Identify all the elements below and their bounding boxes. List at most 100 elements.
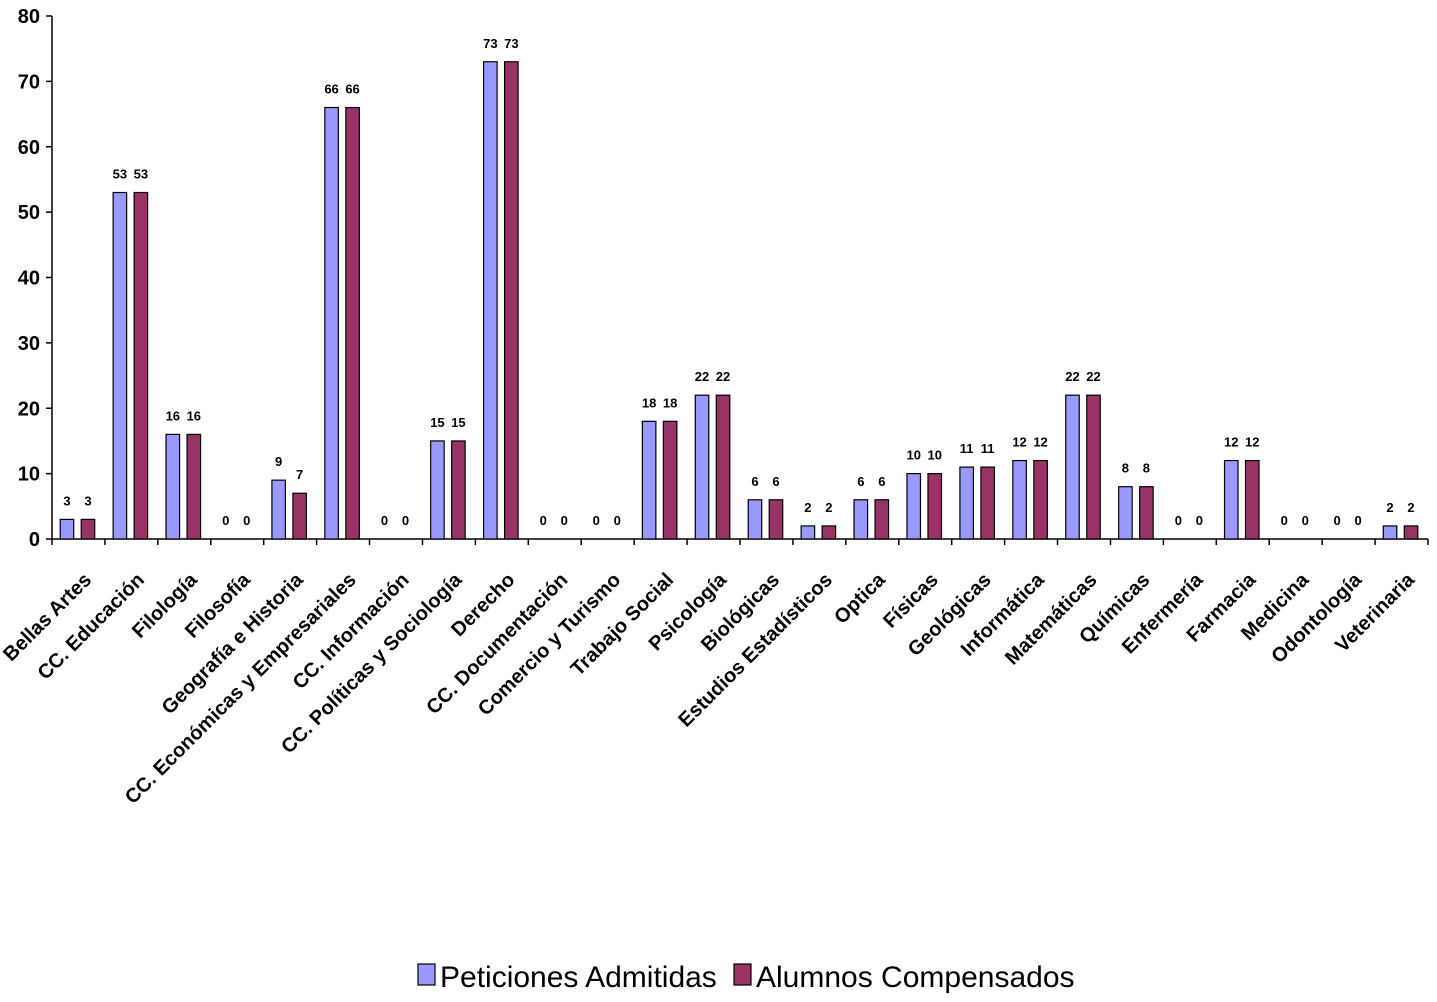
bar-peticiones (430, 440, 445, 540)
data-label: 0 (381, 513, 388, 528)
bar-alumnos (874, 499, 890, 540)
data-label: 0 (561, 513, 568, 528)
data-label: 18 (642, 395, 656, 410)
data-label: 0 (402, 513, 409, 528)
category-label: Matemáticas (1001, 569, 1101, 669)
bar-peticiones (1223, 459, 1239, 540)
data-label: 0 (593, 513, 600, 528)
data-label: 2 (1407, 500, 1414, 515)
bar-alumnos (1139, 486, 1154, 540)
data-label: 10 (927, 448, 941, 463)
data-label: 0 (540, 513, 547, 528)
bar-peticiones (641, 420, 657, 540)
bar-alumnos (133, 191, 149, 540)
y-tick-label: 20 (18, 398, 40, 420)
y-tick-label: 50 (18, 202, 40, 224)
data-label: 0 (222, 513, 229, 528)
data-label: 0 (1333, 513, 1340, 528)
data-label: 8 (1143, 461, 1150, 476)
bar-alumnos (1403, 525, 1419, 540)
bar-peticiones (1065, 394, 1080, 540)
bar-peticiones (1118, 486, 1133, 540)
data-label: 15 (430, 415, 444, 430)
bar-alumnos (345, 106, 360, 540)
data-label: 0 (1196, 513, 1203, 528)
bar-peticiones (59, 518, 75, 540)
bar-peticiones (1012, 459, 1027, 540)
data-label: 9 (275, 454, 282, 469)
data-label: 0 (1354, 513, 1361, 528)
data-label: 16 (166, 408, 180, 423)
bar-alumnos (451, 440, 466, 540)
data-label: 6 (878, 474, 885, 489)
data-label: 22 (695, 369, 709, 384)
data-label: 18 (663, 395, 677, 410)
y-tick-label: 30 (18, 333, 40, 355)
data-label: 0 (1302, 513, 1309, 528)
data-label: 73 (504, 36, 518, 51)
x-axis (51, 538, 1429, 545)
data-label: 6 (857, 474, 864, 489)
bar-alumnos (715, 394, 731, 540)
bar-alumnos (1086, 394, 1101, 540)
bar-alumnos (292, 492, 308, 540)
y-tick-label: 60 (18, 137, 40, 159)
data-label: 6 (751, 474, 758, 489)
data-label: 0 (614, 513, 621, 528)
bar-alumnos (821, 525, 837, 540)
data-label: 22 (716, 369, 730, 384)
bar-peticiones (800, 525, 816, 540)
data-label: 7 (296, 467, 303, 482)
data-label: 15 (451, 415, 465, 430)
bar-peticiones (906, 473, 922, 540)
data-label: 66 (324, 82, 338, 97)
data-label: 0 (1281, 513, 1288, 528)
bar-peticiones (112, 191, 128, 540)
data-label: 3 (63, 493, 70, 508)
bar-peticiones (165, 433, 181, 540)
legend-swatch (417, 963, 436, 986)
bar-alumnos (980, 466, 996, 540)
bars (59, 61, 1419, 540)
legend-swatch (733, 963, 752, 986)
bar-peticiones (694, 394, 710, 540)
data-label: 22 (1065, 369, 1079, 384)
data-label: 66 (345, 82, 359, 97)
data-label: 2 (804, 500, 811, 515)
bar-alumnos (927, 473, 943, 540)
data-label: 2 (1386, 500, 1393, 515)
bar-alumnos (1033, 459, 1048, 540)
legend-label: Alumnos Compensados (756, 961, 1075, 994)
data-label: 12 (1224, 435, 1238, 450)
data-label: 12 (1245, 435, 1259, 450)
data-label: 16 (187, 408, 201, 423)
y-axis: 0 10 20 30 40 50 60 70 80 (18, 6, 53, 551)
y-tick-label: 70 (18, 71, 40, 93)
data-label: 3 (84, 493, 91, 508)
data-label: 22 (1086, 369, 1100, 384)
bar-peticiones (324, 106, 339, 540)
bar-peticiones (1382, 525, 1398, 540)
y-tick-label: 80 (18, 6, 40, 28)
data-label: 2 (825, 500, 832, 515)
data-label: 73 (483, 36, 497, 51)
data-label: 11 (960, 441, 974, 456)
bar-peticiones (853, 499, 869, 540)
data-label: 12 (1012, 435, 1026, 450)
legend-label: Peticiones Admitidas (440, 961, 717, 994)
data-label: 53 (113, 167, 127, 182)
y-tick-label: 40 (18, 268, 40, 290)
bar-alumnos (186, 433, 202, 540)
data-label: 6 (772, 474, 779, 489)
bar-peticiones (747, 499, 763, 540)
bar-alumnos (503, 61, 519, 540)
bar-alumnos (768, 499, 784, 540)
bar-peticiones (271, 479, 287, 540)
legend: Peticiones Admitidas Alumnos Compensados (417, 961, 1075, 994)
data-label: 53 (134, 167, 148, 182)
bar-alumnos (1244, 459, 1260, 540)
y-tick-label: 10 (18, 464, 40, 486)
